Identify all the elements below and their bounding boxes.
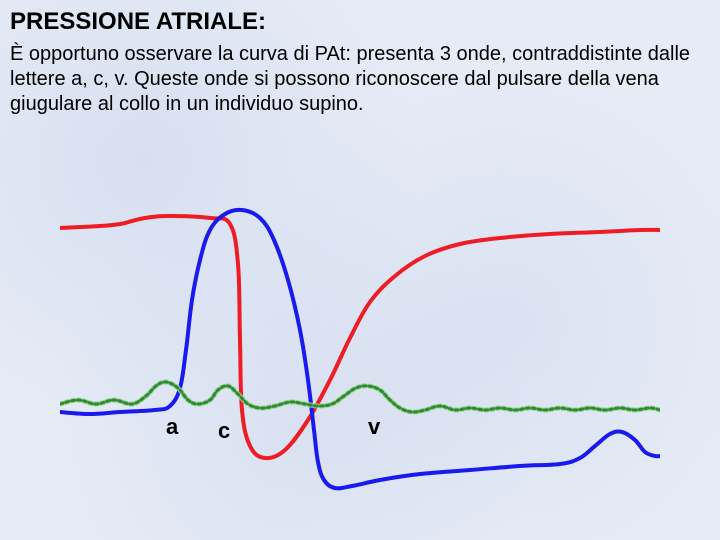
slide: PRESSIONE ATRIALE: È opportuno osservare… xyxy=(0,0,720,540)
ventricular-pressure-curve xyxy=(60,216,660,458)
pressure-chart: acv xyxy=(60,190,660,520)
body-paragraph: È opportuno osservare la curva di PAt: p… xyxy=(10,42,710,117)
wave-label-a: a xyxy=(166,414,179,439)
wave-label-v: v xyxy=(368,414,381,439)
chart-svg: acv xyxy=(60,190,660,520)
page-title: PRESSIONE ATRIALE: xyxy=(10,8,710,36)
aortic-pressure-curve xyxy=(60,210,660,489)
wave-label-c: c xyxy=(218,418,230,443)
